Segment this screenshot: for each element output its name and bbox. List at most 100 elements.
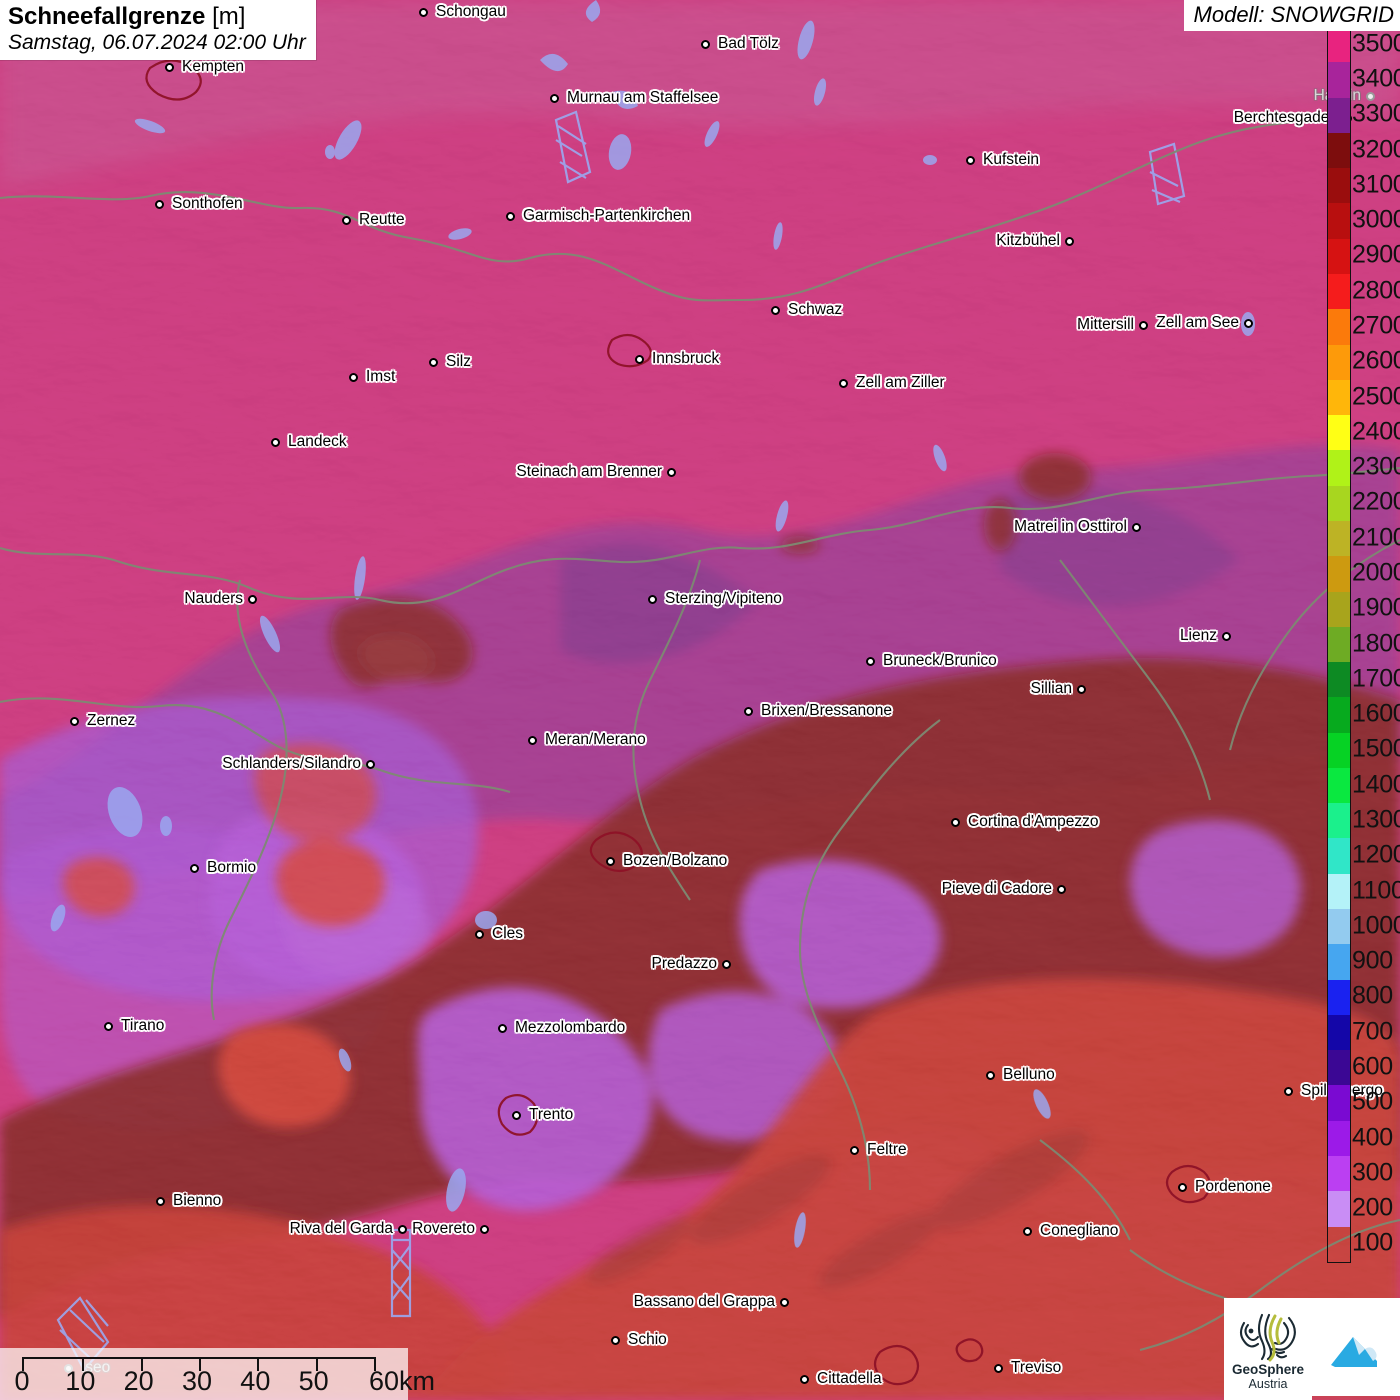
legend-label-700: 700 [1352,1017,1393,1046]
legend-label-500: 500 [1352,1087,1393,1116]
scale-tick [140,1359,143,1371]
legend-swatch-3500 [1328,27,1350,63]
title-timestamp: Samstag, 06.07.2024 02:00 Uhr [8,31,306,54]
logo-strip: GeoSphere Austria [1224,1298,1400,1400]
legend-label-800: 800 [1352,981,1393,1010]
scale-label: 30 [181,1366,213,1396]
legend-label-3400: 3400 [1352,64,1400,93]
legend-swatch-1700 [1328,626,1350,663]
scale-tick [315,1359,318,1371]
legend-swatch-2200 [1328,450,1350,486]
legend-swatch-2500 [1328,344,1350,380]
legend-swatch-1000 [1328,873,1350,910]
legend-label-3100: 3100 [1352,170,1400,199]
legend-swatch-500 [1328,1050,1350,1086]
scale-label: 0 [14,1366,30,1396]
legend-swatch-1800 [1328,591,1350,627]
scale-label: 60km [368,1366,436,1396]
model-label: Modell: SNOWGRID [1193,2,1394,27]
legend-label-1700: 1700 [1352,664,1400,693]
legend-swatch-3300 [1328,62,1350,98]
legend-label-1000: 1000 [1352,911,1400,940]
legend-label-3500: 3500 [1352,29,1400,58]
geosphere-mark [1239,1313,1296,1362]
legend-label-2300: 2300 [1352,452,1400,481]
snowgrid-logo[interactable] [1312,1298,1400,1396]
legend-label-2900: 2900 [1352,240,1400,269]
legend-label-3200: 3200 [1352,135,1400,163]
legend-label-2700: 2700 [1352,311,1400,340]
geosphere-name: GeoSphere [1231,1362,1305,1377]
legend-label-1100: 1100 [1352,876,1400,904]
legend-label-2100: 2100 [1352,523,1400,552]
legend-label-2600: 2600 [1352,346,1400,375]
title-main: Schneefallgrenze [8,3,206,30]
legend-swatch-3200 [1328,97,1350,133]
mountain-icon [1331,1337,1377,1367]
legend-label-2200: 2200 [1352,487,1400,516]
legend-swatch-2400 [1328,379,1350,416]
legend-label-1200: 1200 [1352,840,1400,869]
legend-label-400: 400 [1352,1123,1393,1151]
legend-label-1400: 1400 [1352,770,1400,799]
title-unit: [m] [212,3,246,30]
legend-swatch-700 [1328,979,1350,1015]
legend-swatch-1500 [1328,697,1350,733]
legend-label-1800: 1800 [1352,629,1400,657]
legend-label-1900: 1900 [1352,593,1400,622]
scale-tick [257,1359,260,1371]
legend-label-2400: 2400 [1352,417,1400,446]
legend-label-2800: 2800 [1352,276,1400,305]
legend-label-1300: 1300 [1352,805,1400,834]
legend-swatch-1100 [1328,838,1350,874]
scale-tick [82,1359,85,1371]
legend-swatch-200 [1328,1156,1350,1192]
legend-label-3000: 3000 [1352,205,1400,234]
legend-swatch-1400 [1328,732,1350,768]
page-title: Schneefallgrenze [m] [8,4,306,30]
legend-label-2500: 2500 [1352,382,1400,410]
scale-tick [199,1359,201,1371]
legend-swatch-800 [1328,944,1350,980]
legend-swatch-900 [1328,909,1350,945]
scale-bar: 0 10 20 30 40 50 60km [0,1348,435,1400]
legend-swatch-2900 [1328,203,1350,239]
legend-label-900: 900 [1352,946,1393,975]
legend-colorbar[interactable] [1327,26,1351,1263]
scale-label: 20 [123,1366,154,1396]
scale-label: 10 [65,1366,96,1396]
scale-label: 40 [240,1366,271,1396]
legend-label-200: 200 [1352,1193,1393,1222]
legend-label-100: 100 [1352,1228,1393,1257]
geosphere-logo[interactable]: GeoSphere Austria [1224,1298,1312,1400]
legend-swatch-2000 [1328,520,1350,557]
legend-swatch-2300 [1328,415,1350,451]
model-box: Modell: SNOWGRID [1183,0,1400,31]
legend-swatch-3100 [1328,132,1350,169]
legend-label-600: 600 [1352,1052,1393,1081]
legend-swatch-2800 [1328,238,1350,274]
legend-swatch-400 [1328,1085,1350,1121]
legend-swatch-600 [1328,1014,1350,1051]
legend-label-3300: 3300 [1352,99,1400,128]
legend-swatch-2100 [1328,485,1350,521]
city-outlines [145,59,1212,1386]
scale-label: 50 [298,1366,329,1396]
legend-swatch-1600 [1328,662,1350,698]
geosphere-sub: Austria [1248,1377,1288,1391]
legend-swatch-300 [1328,1120,1350,1156]
legend-swatch-1200 [1328,803,1350,839]
legend-swatch-1900 [1328,556,1350,592]
legend-label-2000: 2000 [1352,558,1400,587]
legend-label-1500: 1500 [1352,734,1400,763]
legend-swatch-2600 [1328,309,1350,345]
scale-rule [22,1357,376,1371]
legend-swatch-2700 [1328,273,1350,310]
legend-label-300: 300 [1352,1158,1393,1187]
legend-label-1600: 1600 [1352,699,1400,728]
legend-swatch-100 [1328,1191,1350,1227]
title-box: Schneefallgrenze [m] Samstag, 06.07.2024… [0,0,316,60]
legend-swatch-3000 [1328,168,1350,204]
